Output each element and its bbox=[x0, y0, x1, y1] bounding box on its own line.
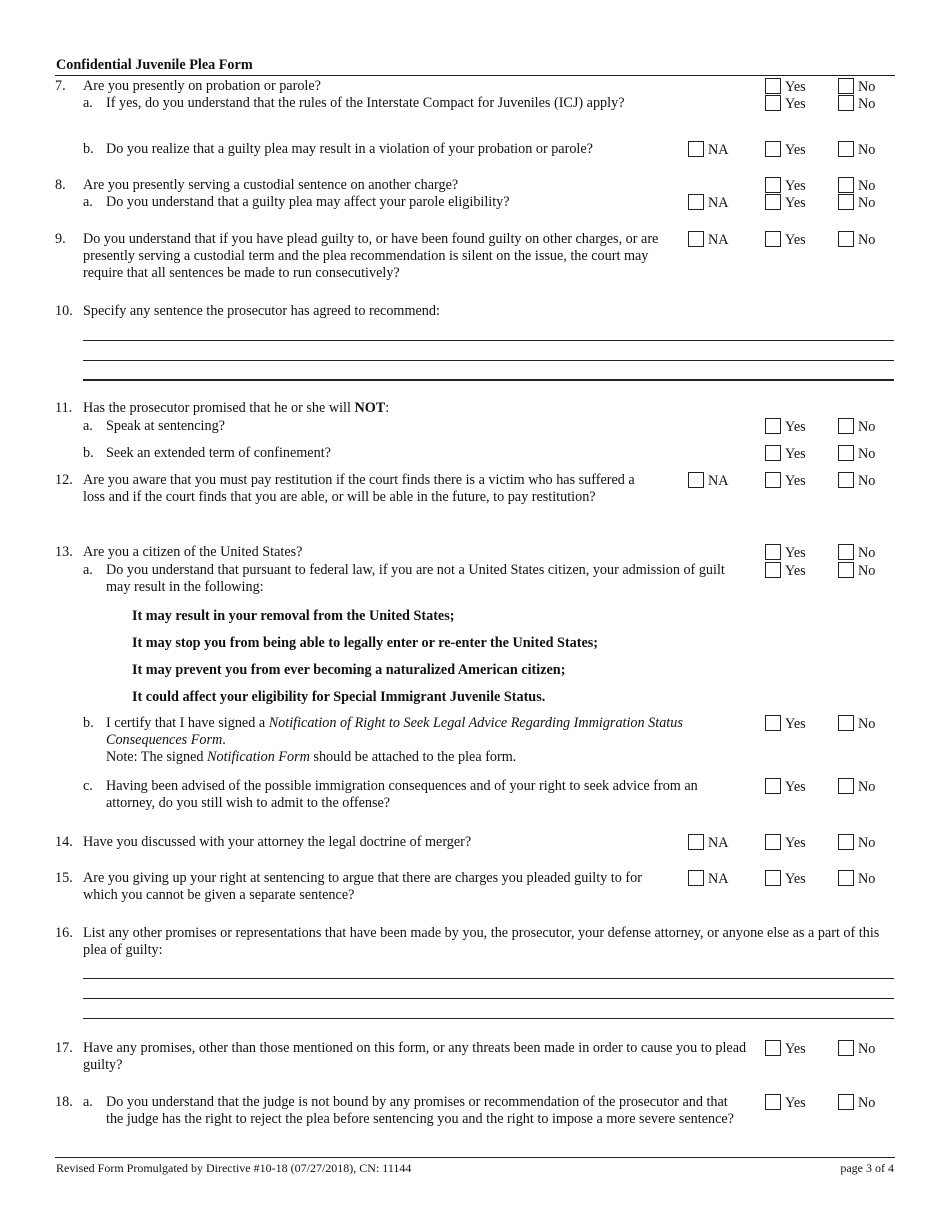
q14-no-checkbox[interactable]: No bbox=[838, 834, 875, 851]
q9-no-checkbox[interactable]: No bbox=[838, 231, 875, 248]
q8-no-checkbox[interactable]: No bbox=[838, 177, 875, 194]
q16-answer-line-3[interactable] bbox=[83, 1018, 894, 1019]
q7b-yes-checkbox[interactable]: Yes bbox=[765, 141, 806, 158]
q15-no-checkbox[interactable]: No bbox=[838, 870, 875, 887]
consequence-4: It could affect your eligibility for Spe… bbox=[132, 689, 546, 705]
q7-yes-checkbox[interactable]: Yes bbox=[765, 78, 806, 95]
q13c-text: Having been advised of the possible immi… bbox=[106, 778, 698, 811]
q9-yes-checkbox[interactable]: Yes bbox=[765, 231, 806, 248]
q10-answer-line-1[interactable] bbox=[83, 340, 894, 341]
q13a-yes-checkbox[interactable]: Yes bbox=[765, 562, 806, 579]
q7a-text: If yes, do you understand that the rules… bbox=[106, 95, 625, 111]
q12-yes-checkbox[interactable]: Yes bbox=[765, 472, 806, 489]
q13a-text: Do you understand that pursuant to feder… bbox=[106, 562, 725, 595]
q17-no-checkbox[interactable]: No bbox=[838, 1040, 875, 1057]
header-rule bbox=[55, 75, 895, 76]
q13c-no-checkbox[interactable]: No bbox=[838, 778, 875, 795]
q16-number: 16. bbox=[55, 925, 73, 941]
q16-text: List any other promises or representatio… bbox=[83, 925, 880, 958]
q10-number: 10. bbox=[55, 303, 73, 319]
q7b-text: Do you realize that a guilty plea may re… bbox=[106, 141, 593, 157]
q8-number: 8. bbox=[55, 177, 66, 193]
q13b-no-checkbox[interactable]: No bbox=[838, 715, 875, 732]
q7a-yes-checkbox[interactable]: Yes bbox=[765, 95, 806, 112]
q13c-yes-checkbox[interactable]: Yes bbox=[765, 778, 806, 795]
q15-number: 15. bbox=[55, 870, 73, 886]
q13-number: 13. bbox=[55, 544, 73, 560]
q8a-letter: a. bbox=[83, 194, 93, 210]
q9-number: 9. bbox=[55, 231, 66, 247]
q16-answer-line-1[interactable] bbox=[83, 978, 894, 979]
q13a-no-checkbox[interactable]: No bbox=[838, 562, 875, 579]
q9-na-checkbox[interactable]: NA bbox=[688, 231, 729, 248]
q13-yes-checkbox[interactable]: Yes bbox=[765, 544, 806, 561]
q12-na-checkbox[interactable]: NA bbox=[688, 472, 729, 489]
footer-rule bbox=[55, 1157, 895, 1158]
q7a-letter: a. bbox=[83, 95, 93, 111]
q10-answer-line-3[interactable] bbox=[83, 379, 894, 381]
consequence-3: It may prevent you from ever becoming a … bbox=[132, 662, 566, 678]
q17-yes-checkbox[interactable]: Yes bbox=[765, 1040, 806, 1057]
q13a-letter: a. bbox=[83, 562, 93, 578]
footer-revision: Revised Form Promulgated by Directive #1… bbox=[56, 1161, 412, 1175]
q11-text: Has the prosecutor promised that he or s… bbox=[83, 400, 390, 416]
q7b-no-checkbox[interactable]: No bbox=[838, 141, 875, 158]
q11-number: 11. bbox=[55, 400, 73, 416]
q14-text: Have you discussed with your attorney th… bbox=[83, 834, 472, 850]
q11b-no-checkbox[interactable]: No bbox=[838, 445, 875, 462]
q8a-yes-checkbox[interactable]: Yes bbox=[765, 194, 806, 211]
q15-yes-checkbox[interactable]: Yes bbox=[765, 870, 806, 887]
q7-no-checkbox[interactable]: No bbox=[838, 78, 875, 95]
q7b-letter: b. bbox=[83, 141, 94, 157]
q12-no-checkbox[interactable]: No bbox=[838, 472, 875, 489]
q11b-letter: b. bbox=[83, 445, 94, 461]
q12-number: 12. bbox=[55, 472, 73, 488]
q18a-text: Do you understand that the judge is not … bbox=[106, 1094, 734, 1127]
q13b-text: I certify that I have signed a Notificat… bbox=[106, 715, 683, 765]
form-title: Confidential Juvenile Plea Form bbox=[56, 57, 253, 73]
q18a-yes-checkbox[interactable]: Yes bbox=[765, 1094, 806, 1111]
q8-yes-checkbox[interactable]: Yes bbox=[765, 177, 806, 194]
q14-number: 14. bbox=[55, 834, 73, 850]
q10-answer-line-2[interactable] bbox=[83, 360, 894, 361]
page-number: page 3 of 4 bbox=[840, 1161, 894, 1175]
consequence-1: It may result in your removal from the U… bbox=[132, 608, 455, 624]
q18a-no-checkbox[interactable]: No bbox=[838, 1094, 875, 1111]
q11a-no-checkbox[interactable]: No bbox=[838, 418, 875, 435]
q13b-letter: b. bbox=[83, 715, 94, 731]
q8a-na-checkbox[interactable]: NA bbox=[688, 194, 729, 211]
q7b-na-checkbox[interactable]: NA bbox=[688, 141, 729, 158]
q9-text: Do you understand that if you have plead… bbox=[83, 231, 659, 281]
q7-number: 7. bbox=[55, 78, 66, 94]
q16-answer-line-2[interactable] bbox=[83, 998, 894, 999]
q11a-yes-checkbox[interactable]: Yes bbox=[765, 418, 806, 435]
q18-number: 18. bbox=[55, 1094, 73, 1110]
q18a-letter: a. bbox=[83, 1094, 93, 1110]
q14-yes-checkbox[interactable]: Yes bbox=[765, 834, 806, 851]
q11a-letter: a. bbox=[83, 418, 93, 434]
q13-text: Are you a citizen of the United States? bbox=[83, 544, 303, 560]
q15-na-checkbox[interactable]: NA bbox=[688, 870, 729, 887]
q7a-no-checkbox[interactable]: No bbox=[838, 95, 875, 112]
q17-text: Have any promises, other than those ment… bbox=[83, 1040, 747, 1073]
q13b-yes-checkbox[interactable]: Yes bbox=[765, 715, 806, 732]
consequence-2: It may stop you from being able to legal… bbox=[132, 635, 599, 651]
q11b-yes-checkbox[interactable]: Yes bbox=[765, 445, 806, 462]
q17-number: 17. bbox=[55, 1040, 73, 1056]
q13-no-checkbox[interactable]: No bbox=[838, 544, 875, 561]
q14-na-checkbox[interactable]: NA bbox=[688, 834, 729, 851]
q11a-text: Speak at sentencing? bbox=[106, 418, 225, 434]
q11b-text: Seek an extended term of confinement? bbox=[106, 445, 331, 461]
q12-text: Are you aware that you must pay restitut… bbox=[83, 472, 635, 505]
q8a-no-checkbox[interactable]: No bbox=[838, 194, 875, 211]
q13c-letter: c. bbox=[83, 778, 93, 794]
q7-text: Are you presently on probation or parole… bbox=[83, 78, 321, 94]
q10-text: Specify any sentence the prosecutor has … bbox=[83, 303, 440, 319]
q15-text: Are you giving up your right at sentenci… bbox=[83, 870, 642, 903]
q8a-text: Do you understand that a guilty plea may… bbox=[106, 194, 510, 210]
q8-text: Are you presently serving a custodial se… bbox=[83, 177, 459, 193]
